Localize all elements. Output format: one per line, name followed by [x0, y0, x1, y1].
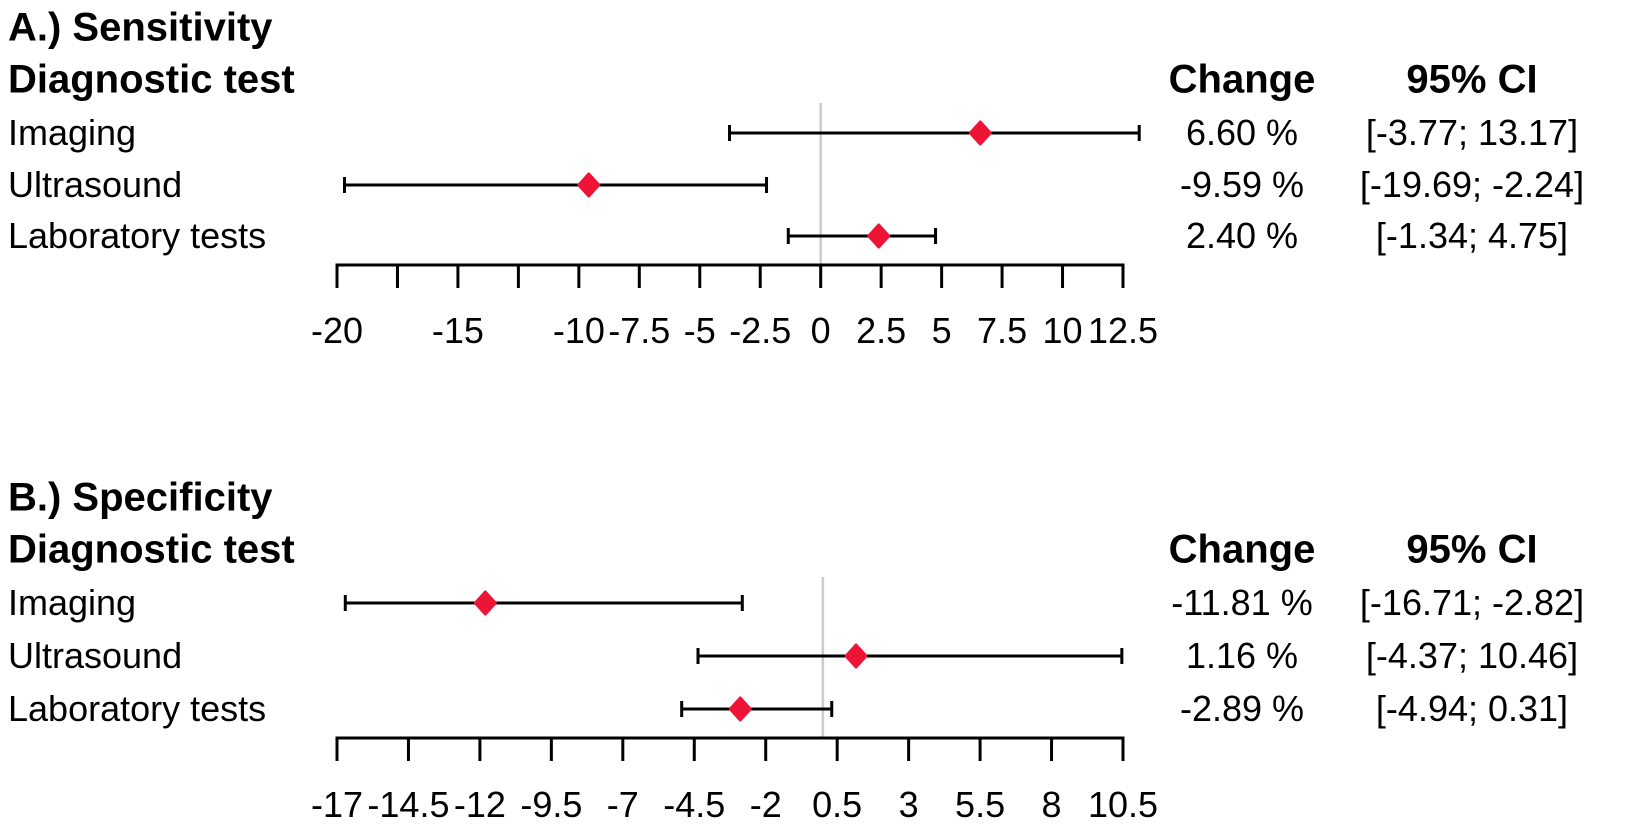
- x-axis-tick-label: -10: [552, 310, 605, 351]
- row-ci-value: [-19.69; -2.24]: [1359, 164, 1585, 205]
- row-change-value: 1.16 %: [1185, 635, 1299, 676]
- point-estimate-diamond: [473, 590, 497, 616]
- row-label: Imaging: [8, 582, 137, 623]
- point-estimate-diamond: [728, 696, 752, 722]
- x-axis-tick-label: -14.5: [367, 784, 450, 825]
- row-ci-value: [-1.34; 4.75]: [1375, 215, 1569, 256]
- point-estimate-diamond: [968, 120, 992, 146]
- row-ci-value: [-3.77; 13.17]: [1365, 112, 1579, 153]
- row-ci-value: [-4.37; 10.46]: [1365, 635, 1579, 676]
- x-axis-tick-label: 5.5: [955, 784, 1006, 825]
- panel-a-column-header-change: Change: [1168, 57, 1316, 102]
- panel-a-column-header-ci: 95% CI: [1406, 57, 1538, 102]
- row-label: Ultrasound: [8, 635, 183, 676]
- x-axis-tick-label: 3: [898, 784, 919, 825]
- x-axis-tick-label: -12: [453, 784, 506, 825]
- x-axis-tick-label: -9.5: [520, 784, 583, 825]
- row-ci-value: [-4.94; 0.31]: [1375, 688, 1569, 729]
- point-estimate-diamond: [867, 223, 891, 249]
- row-label: Imaging: [8, 112, 137, 153]
- row-change-value: 6.60 %: [1185, 112, 1299, 153]
- x-axis-tick-label: -20: [310, 310, 364, 351]
- panel-b-title: B.) Specificity: [8, 475, 273, 520]
- x-axis-tick-label: -5: [683, 310, 716, 351]
- row-ci-value: [-16.71; -2.82]: [1359, 582, 1585, 623]
- x-axis-tick-label: -7: [606, 784, 639, 825]
- row-label: Laboratory tests: [8, 688, 267, 729]
- x-axis-tick-label: 5: [931, 310, 952, 351]
- x-axis-tick-label: -2: [749, 784, 782, 825]
- x-axis-tick-label: 7.5: [977, 310, 1028, 351]
- x-axis-tick-label: 12.5: [1087, 310, 1159, 351]
- panel-a-title: A.) Sensitivity: [8, 5, 273, 50]
- row-label: Ultrasound: [8, 164, 183, 205]
- x-axis-tick-label: 0.5: [812, 784, 863, 825]
- row-change-value: -2.89 %: [1179, 688, 1305, 729]
- panel-b-column-header-ci: 95% CI: [1406, 527, 1538, 572]
- row-change-value: 2.40 %: [1185, 215, 1299, 256]
- point-estimate-diamond: [844, 643, 868, 669]
- row-change-value: -9.59 %: [1179, 164, 1305, 205]
- x-axis-tick-label: -17: [310, 784, 364, 825]
- x-axis-tick-label: -15: [431, 310, 484, 351]
- x-axis-tick-label: 10: [1042, 310, 1083, 351]
- x-axis-tick-label: 0: [810, 310, 831, 351]
- row-change-value: -11.81 %: [1171, 582, 1313, 623]
- panel-b-column-header-test: Diagnostic test: [8, 527, 295, 572]
- x-axis-tick-label: -7.5: [608, 310, 671, 351]
- row-label: Laboratory tests: [8, 215, 267, 256]
- x-axis-tick-label: 8: [1041, 784, 1062, 825]
- x-axis-tick-label: 2.5: [856, 310, 907, 351]
- panel-a-column-header-test: Diagnostic test: [8, 57, 295, 102]
- x-axis-tick-label: -2.5: [729, 310, 792, 351]
- x-axis-tick-label: -4.5: [663, 784, 726, 825]
- panel-b-column-header-change: Change: [1168, 527, 1316, 572]
- x-axis-tick-label: 10.5: [1087, 784, 1159, 825]
- point-estimate-diamond: [577, 172, 601, 198]
